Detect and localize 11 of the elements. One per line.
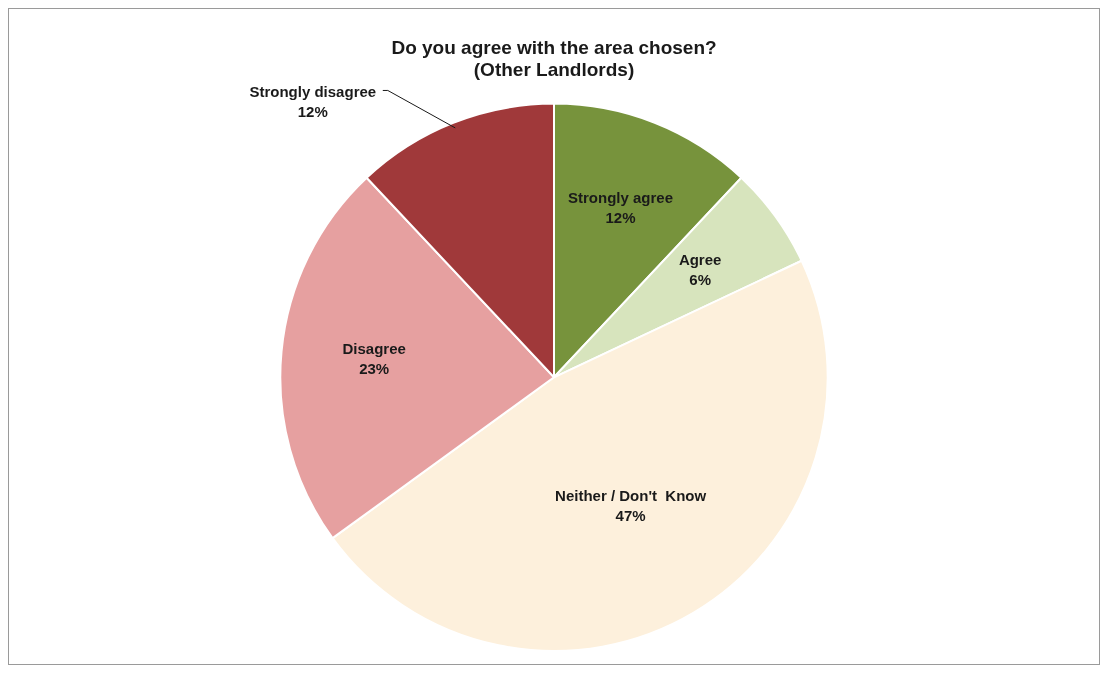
data-label: 6%	[689, 271, 711, 289]
data-label: 23%	[359, 360, 390, 378]
slice-label: Agree	[678, 251, 722, 269]
slice-label: Strongly agree	[567, 189, 674, 207]
data-label: 12%	[297, 102, 328, 120]
data-label: 12%	[605, 209, 636, 227]
chart-title: Do you agree with the area chosen? (Other Landlords)	[391, 36, 717, 81]
slice-label: Disagree	[342, 340, 406, 358]
slice-label: Strongly disagree	[249, 82, 377, 100]
slice-label: Neither / Don't Know	[555, 487, 707, 505]
data-label: 47%	[615, 507, 646, 525]
